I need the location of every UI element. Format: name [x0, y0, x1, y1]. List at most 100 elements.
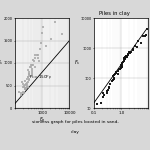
Point [39, 47, 41, 50]
Point [124, 57, 126, 59]
Point [26, 85, 28, 88]
Point [119, 68, 121, 70]
Point [105, 90, 108, 92]
Point [110, 80, 113, 83]
Point [29, 66, 31, 68]
Point [142, 35, 144, 37]
Point [17, 91, 20, 93]
Point [125, 56, 128, 59]
Point [126, 54, 128, 57]
Point [30, 66, 32, 68]
Point [121, 61, 124, 63]
Point [34, 66, 36, 69]
Point [36, 54, 38, 56]
Point [27, 76, 30, 78]
Point [126, 54, 129, 56]
Point [117, 70, 120, 72]
Point [119, 68, 121, 70]
Point [33, 60, 35, 63]
Point [20, 93, 22, 96]
Point [31, 68, 33, 70]
Point [120, 66, 122, 69]
Point [112, 75, 114, 77]
Point [28, 78, 30, 80]
Point [115, 72, 117, 75]
Point [54, 21, 57, 24]
Point [30, 64, 33, 66]
Point [130, 51, 133, 53]
Point [29, 75, 31, 77]
Point [23, 92, 25, 94]
Point [31, 74, 33, 76]
Point [144, 34, 147, 36]
Point [27, 81, 30, 83]
Point [119, 63, 122, 66]
Text: sionless graph for piles located in sand,: sionless graph for piles located in sand… [32, 120, 118, 124]
Point [30, 70, 33, 73]
Point [24, 80, 26, 82]
Point [129, 52, 132, 54]
Point [134, 45, 136, 47]
Point [31, 64, 33, 66]
Y-axis label: $F_s$: $F_s$ [0, 58, 4, 68]
Point [24, 87, 27, 89]
Point [27, 76, 29, 79]
Point [28, 70, 31, 73]
Point [139, 42, 142, 44]
Point [28, 73, 30, 76]
Point [31, 72, 33, 75]
Point [34, 54, 36, 57]
Point [20, 92, 22, 94]
Point [112, 74, 115, 77]
Point [125, 56, 128, 58]
Point [123, 58, 125, 61]
Point [37, 54, 39, 56]
Point [115, 70, 117, 73]
Point [27, 69, 30, 71]
Point [22, 83, 24, 86]
Text: $F_s=150F_p$: $F_s=150F_p$ [29, 74, 52, 82]
Point [32, 59, 35, 62]
Point [120, 63, 123, 65]
X-axis label: $F_p$: $F_p$ [39, 116, 46, 126]
Point [23, 85, 26, 88]
Point [109, 83, 111, 85]
Point [132, 48, 134, 51]
Point [108, 85, 110, 88]
Point [116, 70, 119, 72]
Point [112, 77, 115, 79]
Point [117, 73, 119, 75]
Point [26, 77, 28, 80]
Point [24, 84, 27, 87]
Text: clay: clay [70, 130, 80, 135]
Point [42, 26, 44, 28]
Point [137, 40, 140, 43]
Point [24, 86, 26, 89]
Point [120, 66, 123, 68]
Point [120, 64, 123, 67]
Point [146, 28, 148, 30]
Point [34, 57, 36, 60]
Point [37, 57, 39, 59]
Point [129, 50, 131, 53]
Point [99, 102, 102, 104]
Point [107, 89, 109, 92]
Point [123, 57, 125, 59]
Point [26, 84, 28, 86]
Point [114, 73, 117, 76]
Point [132, 49, 134, 52]
Point [21, 81, 24, 83]
Point [96, 102, 99, 105]
Point [32, 64, 34, 66]
Point [27, 86, 29, 88]
Point [106, 92, 108, 94]
Point [127, 52, 130, 55]
Point [123, 59, 125, 62]
Point [50, 38, 52, 40]
Point [23, 85, 25, 87]
Point [22, 85, 25, 88]
Point [25, 83, 27, 85]
Point [41, 31, 43, 34]
Point [108, 87, 110, 89]
Point [21, 92, 24, 94]
